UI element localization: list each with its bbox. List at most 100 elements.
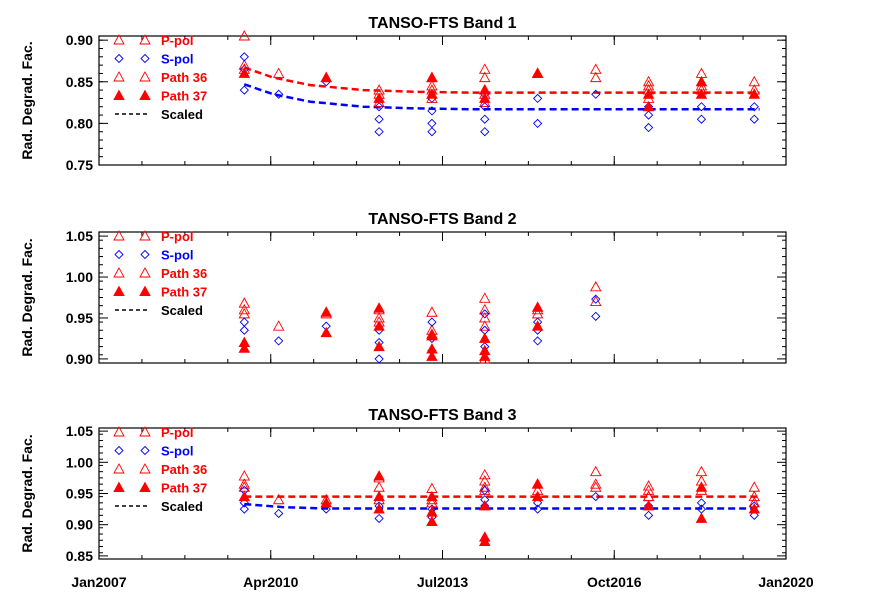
y-tick-label: 0.85 [66, 74, 93, 90]
y-axis-label: Rad. Degrad. Fac. [19, 238, 35, 356]
legend-label: Path 36 [161, 462, 207, 477]
s-pol-point [643, 510, 654, 520]
path-37-point [642, 88, 655, 99]
s-pol-point [239, 317, 249, 327]
legend-label: Path 37 [161, 481, 207, 496]
y-tick-label: 1.00 [66, 269, 93, 285]
x-tick-label: Oct2016 [587, 574, 642, 590]
s-pol-point [591, 294, 601, 304]
p-pol-point [479, 468, 491, 480]
p-pol-point [479, 71, 491, 83]
legend-marker [114, 249, 124, 260]
chart-panel-3: TANSO-FTS Band 3 Rad. Degrad. Fac. 0.85 0.9… [19, 407, 814, 590]
legend-marker [113, 230, 125, 241]
s-pol-point [696, 102, 707, 112]
s-pol-point [749, 102, 759, 112]
legend-marker [140, 445, 150, 456]
path-37-point [479, 92, 491, 103]
y-tick-label: 0.80 [66, 115, 93, 131]
path-37-point [748, 503, 761, 514]
legend-label: Path 36 [161, 266, 207, 281]
s-pol-point [427, 118, 437, 129]
s-pol-point [591, 89, 601, 99]
y-tick-label: 1.00 [66, 454, 93, 470]
s-pol-point [427, 106, 437, 116]
p-pol-point [748, 481, 761, 492]
p-pol-point [479, 475, 491, 486]
legend: P-pol S-pol Path 36 Path 37 Scaled [113, 33, 207, 122]
path-37-point [373, 92, 385, 103]
p-pol-point [426, 306, 438, 317]
s-pol-point [374, 102, 384, 112]
s-pol-point [480, 309, 490, 319]
legend-marker [113, 426, 125, 437]
legend-marker [140, 249, 150, 260]
s-pol-point [532, 498, 543, 508]
legend-label: Path 36 [161, 70, 207, 85]
legend-marker [139, 89, 151, 100]
p-pol-point [238, 30, 251, 41]
path-37-point [373, 320, 385, 331]
scaled-fit-line [243, 66, 760, 94]
s-pol-point [239, 52, 249, 62]
path-37-point [373, 490, 385, 502]
s-pol-point [239, 498, 249, 508]
path-37-point [373, 470, 385, 481]
legend-marker [140, 53, 150, 64]
legend-marker [139, 426, 151, 437]
path-37-point [642, 100, 655, 112]
s-pol-point [696, 114, 707, 124]
s-pol-point [749, 510, 759, 520]
chart-title: TANSO-FTS Band 1 [368, 15, 516, 32]
y-tick-label: 0.75 [66, 157, 93, 173]
path-37-point [238, 67, 251, 78]
y-tick-label: 1.05 [66, 423, 93, 439]
p-pol-point [238, 478, 251, 489]
legend-marker [113, 71, 125, 82]
legend-label: S-pol [161, 52, 194, 67]
p-pol-point [238, 297, 251, 308]
scaled-fit-line [243, 83, 760, 111]
y-axis-label: Rad. Degrad. Fac. [19, 41, 35, 159]
s-pol-point [696, 498, 707, 508]
p-pol-point [695, 465, 708, 477]
s-pol-point [532, 118, 543, 129]
path-37-point [320, 306, 333, 317]
path-37-point [695, 88, 708, 99]
y-axis-label: Rad. Degrad. Fac. [19, 434, 35, 552]
path-37-point [531, 301, 544, 312]
s-pol-point [374, 114, 384, 124]
legend-marker [139, 267, 151, 278]
s-pol-point [480, 127, 490, 137]
path-37-point [748, 88, 761, 99]
s-pol-point [321, 504, 331, 514]
s-pol-point [374, 127, 384, 137]
s-pol-point [532, 504, 543, 514]
path-37-point [238, 342, 251, 353]
s-pol-point [427, 127, 437, 137]
s-pol-point [532, 336, 543, 346]
s-pol-point [274, 89, 284, 99]
y-tick-label: 0.85 [66, 548, 93, 564]
path-37-point [320, 71, 333, 83]
path-37-point [426, 350, 438, 361]
legend-label: P-pol [161, 229, 194, 244]
path-37-point [695, 512, 708, 523]
s-pol-point [749, 114, 759, 124]
s-pol-point [374, 513, 384, 524]
chart-panel-1: TANSO-FTS Band 1 Rad. Degrad. Fac. 0.75 0.8… [19, 15, 787, 173]
p-pol-point [589, 280, 602, 292]
chart-title: TANSO-FTS Band 3 [368, 407, 516, 424]
path-37-point [531, 478, 544, 489]
legend-marker [139, 285, 151, 296]
p-pol-point [272, 320, 285, 331]
y-tick-label: 0.95 [66, 310, 93, 326]
path-37-point [426, 71, 438, 83]
path-37-point [531, 67, 544, 78]
s-pol-point [480, 114, 490, 124]
y-tick-label: 0.90 [66, 32, 93, 48]
legend-label: S-pol [161, 444, 194, 459]
x-tick-label: Jul2013 [417, 574, 469, 590]
legend-marker [113, 89, 125, 100]
